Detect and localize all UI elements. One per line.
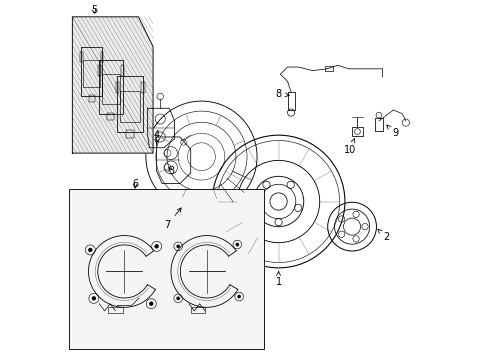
Bar — [88, 95, 95, 102]
Text: 2: 2 — [377, 229, 388, 242]
Text: 6: 6 — [132, 179, 138, 189]
Bar — [80, 52, 82, 62]
Circle shape — [176, 244, 180, 248]
Circle shape — [88, 248, 92, 252]
Circle shape — [235, 243, 239, 246]
Bar — [101, 52, 103, 62]
Circle shape — [176, 297, 180, 300]
Text: 5: 5 — [91, 5, 97, 15]
Bar — [81, 47, 102, 96]
Bar — [83, 60, 100, 87]
Bar — [287, 92, 295, 110]
Text: 4: 4 — [153, 130, 160, 143]
Text: 9: 9 — [386, 125, 397, 138]
Bar — [115, 82, 119, 93]
Text: 8: 8 — [275, 89, 288, 99]
Bar — [69, 189, 264, 348]
Bar — [99, 60, 122, 114]
Bar — [120, 91, 140, 122]
Bar — [107, 113, 114, 120]
Circle shape — [237, 295, 241, 298]
Circle shape — [92, 296, 96, 301]
Polygon shape — [72, 17, 153, 153]
Text: 1: 1 — [275, 271, 281, 287]
Bar — [351, 127, 362, 136]
Bar — [126, 130, 134, 138]
Bar — [98, 65, 101, 76]
Text: 3: 3 — [167, 166, 174, 176]
Circle shape — [149, 302, 153, 306]
Text: 7: 7 — [164, 208, 181, 230]
Bar — [108, 307, 122, 313]
Bar — [325, 66, 332, 71]
Bar — [121, 65, 124, 76]
Bar — [117, 76, 142, 132]
Bar — [102, 75, 120, 104]
Text: 10: 10 — [344, 139, 356, 154]
Circle shape — [154, 244, 159, 248]
Bar — [374, 118, 383, 131]
Bar — [190, 307, 204, 313]
Bar — [141, 82, 144, 93]
